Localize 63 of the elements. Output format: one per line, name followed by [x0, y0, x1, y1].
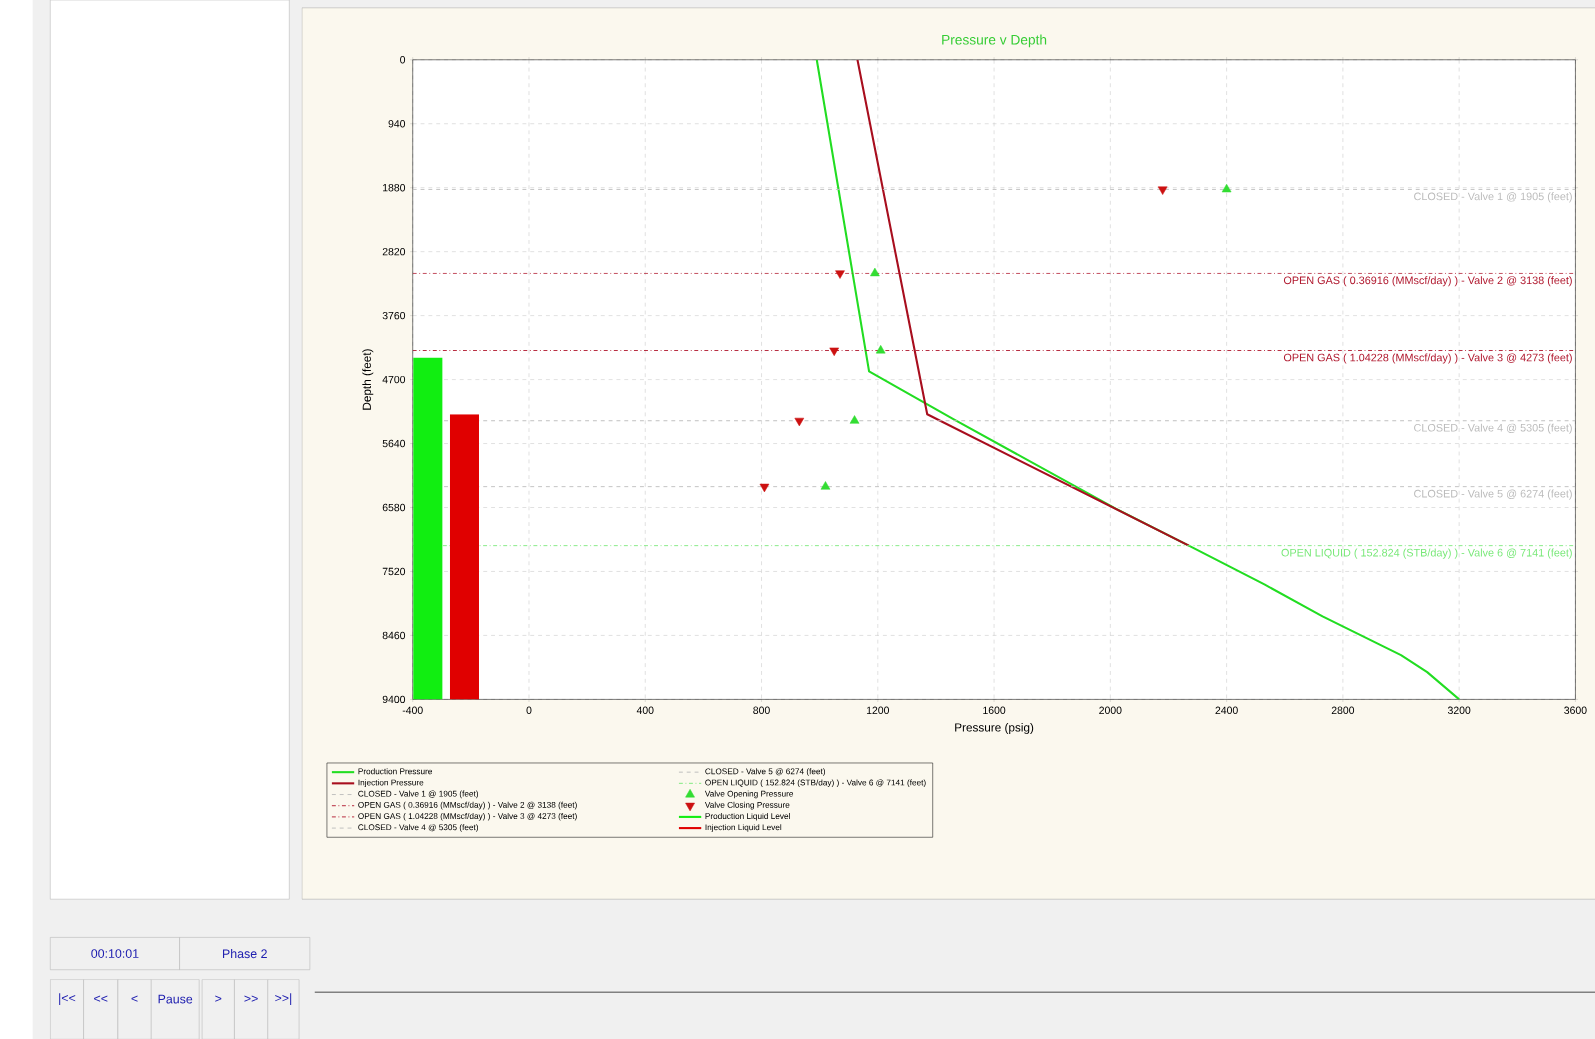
x-tick-label: 400	[636, 706, 654, 714]
y-tick-label: 9400	[382, 695, 406, 703]
ref-line-label: CLOSED - Valve 1 @ 1905 (feet)	[1414, 192, 1572, 203]
y-tick-label: 3760	[382, 311, 406, 320]
point	[829, 347, 839, 356]
y-tick-label: 7520	[382, 567, 406, 576]
text: CLOSED - Valve 5 @ 6274 (feet)	[705, 768, 826, 776]
legend-label: Production Liquid Level	[705, 812, 790, 821]
y-tick-label: 4700	[382, 375, 406, 384]
text: OPEN GAS ( 1.04228 (MMscf/day) ) - Valve 3 @ 4273 (feet)	[358, 812, 577, 821]
text: >>|	[275, 993, 292, 1005]
legend-label: Injection Liquid Level	[705, 823, 782, 832]
x-tick-label: 2000	[1099, 706, 1122, 714]
x-tick-label: -400	[402, 706, 423, 714]
x-tick-label: 1600	[983, 706, 1006, 714]
point	[849, 415, 860, 424]
text: <	[131, 995, 138, 1002]
text: >	[215, 995, 222, 1002]
legend-label: Valve Closing Pressure	[704, 801, 790, 810]
x-tick-label: 0	[526, 706, 532, 714]
x-tick-label: 2400	[1215, 706, 1238, 714]
y-tick-label: 8460	[382, 631, 406, 639]
text: CLOSED - Valve 4 @ 5305 (feet)	[358, 823, 479, 832]
point	[759, 483, 770, 493]
text: Pause	[158, 994, 193, 1004]
x-tick-label: 3600	[1564, 706, 1587, 714]
ref-line-label: OPEN LIQUID ( 152.824 (STB/day) ) - Valve 6 @ 7141 (feet)	[1281, 548, 1572, 559]
chart-title: Pressure v Depth	[942, 34, 1047, 48]
text: OPEN LIQUID ( 152.824 (STB/day) ) - Valve 6 @ 7141 (feet)	[705, 779, 926, 787]
y-tick-label: 1880	[383, 183, 406, 192]
text: |<<	[59, 993, 76, 1005]
point	[870, 267, 880, 277]
point	[820, 481, 831, 490]
text: Phase 2	[222, 948, 267, 958]
ref-line-label: OPEN GAS ( 0.36916 (MMscf/day) ) - Valve 2 @ 3138 (feet)	[1283, 276, 1572, 287]
y-tick-label: 0	[400, 55, 406, 64]
text: CLOSED - Valve 1 @ 1905 (feet)	[358, 790, 479, 799]
x-tick-label: 3200	[1447, 706, 1471, 714]
y-tick-label: 6580	[382, 503, 406, 512]
y-tick-label: 2820	[382, 247, 406, 256]
text: OPEN GAS ( 0.36916 (MMscf/day) ) - Valve 2 @ 3138 (feet)	[358, 801, 577, 810]
point	[1221, 183, 1232, 193]
x-tick-label: 2800	[1331, 706, 1355, 714]
y-tick-label: 940	[388, 119, 406, 128]
y-axis-title: Depth (feet)	[362, 349, 374, 410]
x-axis-title: Pressure (psig)	[955, 722, 1034, 734]
legend-label: Production Pressure	[358, 768, 433, 775]
text: >>	[244, 995, 258, 1002]
point	[1157, 186, 1168, 195]
ref-line-label: OPEN GAS ( 1.04228 (MMscf/day) ) - Valve 3 @ 4273 (feet)	[1283, 353, 1572, 364]
point	[875, 344, 886, 354]
y-tick-label: 5640	[382, 439, 406, 448]
text: 00:10:01	[91, 949, 139, 958]
text: <<	[94, 995, 108, 1002]
point	[835, 270, 845, 279]
ref-line-label: CLOSED - Valve 5 @ 6274 (feet)	[1414, 489, 1572, 500]
x-tick-label: 800	[753, 706, 770, 714]
line-series	[815, 59, 1461, 700]
point	[794, 417, 805, 427]
x-tick-label: 1200	[866, 706, 890, 714]
ref-line-label: CLOSED - Valve 4 @ 5305 (feet)	[1414, 423, 1572, 434]
legend-label: Valve Opening Pressure	[704, 790, 794, 799]
legend-label: Injection Pressure	[358, 779, 424, 787]
